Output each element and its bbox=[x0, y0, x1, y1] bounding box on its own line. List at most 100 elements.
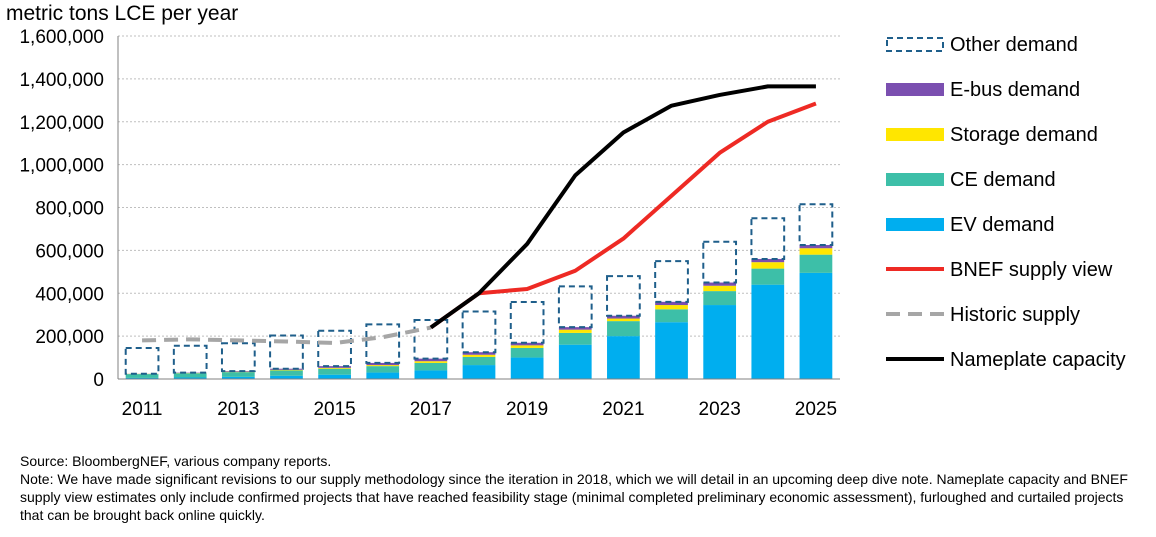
legend-swatch bbox=[886, 37, 944, 52]
bar-other-demand bbox=[413, 319, 449, 360]
bar-other-demand bbox=[317, 329, 352, 368]
legend-item-e-bus-demand: E-bus demand bbox=[886, 79, 1080, 101]
bar-other-demand bbox=[124, 347, 160, 375]
bar-e-bus-demand bbox=[558, 327, 592, 330]
y-tick-label: 200,000 bbox=[35, 327, 104, 348]
bar-storage-demand bbox=[751, 262, 785, 269]
lines bbox=[142, 84, 817, 345]
bar-ce-demand bbox=[607, 321, 640, 337]
bar-ce-demand bbox=[703, 291, 737, 306]
legend: Other demand E-bus demand Storage demand CE… bbox=[886, 34, 1126, 371]
bar-other-demand bbox=[798, 203, 834, 247]
bar-ev-demand bbox=[607, 336, 640, 379]
legend-item-storage-demand: Storage demand bbox=[886, 124, 1098, 146]
lithium-chart: 0 200,000 400,000 600,000 800,000 1,000,000 1,… bbox=[19, 27, 1126, 420]
bar-storage-demand bbox=[558, 329, 592, 333]
bar-ce-demand bbox=[366, 366, 400, 373]
legend-item-ev-demand: EV demand bbox=[886, 214, 1055, 236]
bar-storage-demand bbox=[414, 361, 448, 363]
bar-other-demand bbox=[654, 260, 689, 303]
methodology-note: Note: We have made significant revisions… bbox=[20, 471, 1128, 523]
x-tick-label: 2025 bbox=[795, 399, 837, 420]
legend-label: CE demand bbox=[950, 169, 1056, 191]
bar-storage-demand bbox=[318, 367, 351, 369]
legend-label: BNEF supply view bbox=[950, 259, 1113, 281]
y-tick-label: 400,000 bbox=[35, 284, 104, 305]
bar-storage-demand bbox=[607, 318, 640, 322]
y-tick-label: 800,000 bbox=[35, 199, 104, 220]
bar-ce-demand bbox=[414, 362, 448, 371]
source-note: Source: BloombergNEF, various company re… bbox=[20, 453, 332, 469]
bar-other-demand bbox=[365, 323, 401, 364]
bar-e-bus-demand bbox=[414, 358, 448, 362]
bar-ce-demand bbox=[173, 373, 207, 378]
bar-storage-demand bbox=[270, 369, 303, 371]
bar-storage-demand bbox=[655, 305, 688, 310]
x-tick-label: 2019 bbox=[506, 399, 548, 420]
bar-e-bus-demand bbox=[221, 371, 255, 372]
legend-label: E-bus demand bbox=[950, 79, 1080, 101]
y-tick-label: 1,400,000 bbox=[19, 70, 104, 91]
bar-ce-demand bbox=[655, 309, 688, 323]
legend-item-ce-demand: CE demand bbox=[886, 169, 1056, 191]
bar-ev-demand bbox=[173, 377, 207, 379]
line-bnef-supply-view bbox=[429, 101, 817, 330]
y-axis-title: metric tons LCE per year bbox=[6, 2, 239, 25]
x-tick-label: 2013 bbox=[217, 399, 259, 420]
bar-ev-demand bbox=[655, 322, 688, 379]
bar-storage-demand bbox=[366, 365, 400, 367]
x-tick-label: 2023 bbox=[699, 399, 741, 420]
y-tick-label: 600,000 bbox=[35, 241, 104, 262]
bar-ev-demand bbox=[462, 365, 496, 379]
legend-item-other-demand: Other demand bbox=[886, 34, 1078, 56]
bar-e-bus-demand bbox=[799, 245, 833, 249]
bar-ev-demand bbox=[318, 374, 351, 379]
bar-ev-demand bbox=[799, 272, 833, 379]
bar-e-bus-demand bbox=[703, 282, 737, 286]
legend-label: Other demand bbox=[950, 34, 1078, 56]
bar-ce-demand bbox=[221, 372, 255, 377]
y-tick-label: 1,000,000 bbox=[19, 156, 104, 177]
bar-ce-demand bbox=[510, 347, 544, 358]
legend-item-bnef-supply-view: BNEF supply view bbox=[886, 259, 1113, 281]
y-tick-label: 1,200,000 bbox=[19, 113, 104, 134]
legend-swatch bbox=[886, 173, 944, 186]
bar-e-bus-demand bbox=[462, 352, 496, 355]
bar-e-bus-demand bbox=[366, 362, 400, 366]
bar-e-bus-demand bbox=[607, 315, 640, 319]
x-tick-label: 2017 bbox=[410, 399, 452, 420]
bar-other-demand bbox=[750, 217, 786, 260]
bar-ev-demand bbox=[270, 375, 303, 379]
bar-storage-demand bbox=[799, 248, 833, 255]
legend-swatch bbox=[886, 218, 944, 231]
bar-ce-demand bbox=[270, 370, 303, 376]
bar-ce-demand bbox=[125, 374, 159, 378]
bar-other-demand bbox=[702, 240, 738, 284]
legend-swatch bbox=[886, 128, 944, 141]
bar-ev-demand bbox=[751, 284, 785, 379]
bar-e-bus-demand bbox=[510, 342, 544, 346]
bar-other-demand bbox=[461, 310, 497, 354]
bar-other-demand bbox=[269, 334, 304, 370]
line-nameplate-capacity bbox=[429, 84, 816, 330]
chart-notes: Source: BloombergNEF, various company re… bbox=[20, 452, 1140, 524]
bar-ce-demand bbox=[751, 268, 785, 285]
bar-ev-demand bbox=[510, 357, 544, 379]
bar-ce-demand bbox=[799, 254, 833, 273]
bar-ev-demand bbox=[703, 305, 737, 379]
x-tick-label: 2011 bbox=[122, 399, 163, 420]
legend-swatch bbox=[886, 83, 944, 96]
bar-other-demand bbox=[606, 275, 641, 317]
bar-other-demand bbox=[220, 342, 256, 373]
bars bbox=[124, 203, 834, 379]
y-tick-label: 0 bbox=[93, 370, 104, 391]
bar-e-bus-demand bbox=[751, 258, 785, 263]
legend-label: Historic supply bbox=[950, 304, 1080, 326]
bar-storage-demand bbox=[703, 285, 737, 292]
bar-other-demand bbox=[509, 301, 545, 344]
bar-ev-demand bbox=[558, 344, 592, 379]
legend-item-nameplate-capacity: Nameplate capacity bbox=[886, 349, 1126, 371]
bar-ce-demand bbox=[318, 368, 351, 375]
legend-label: Nameplate capacity bbox=[950, 349, 1126, 371]
bar-ev-demand bbox=[414, 370, 448, 379]
